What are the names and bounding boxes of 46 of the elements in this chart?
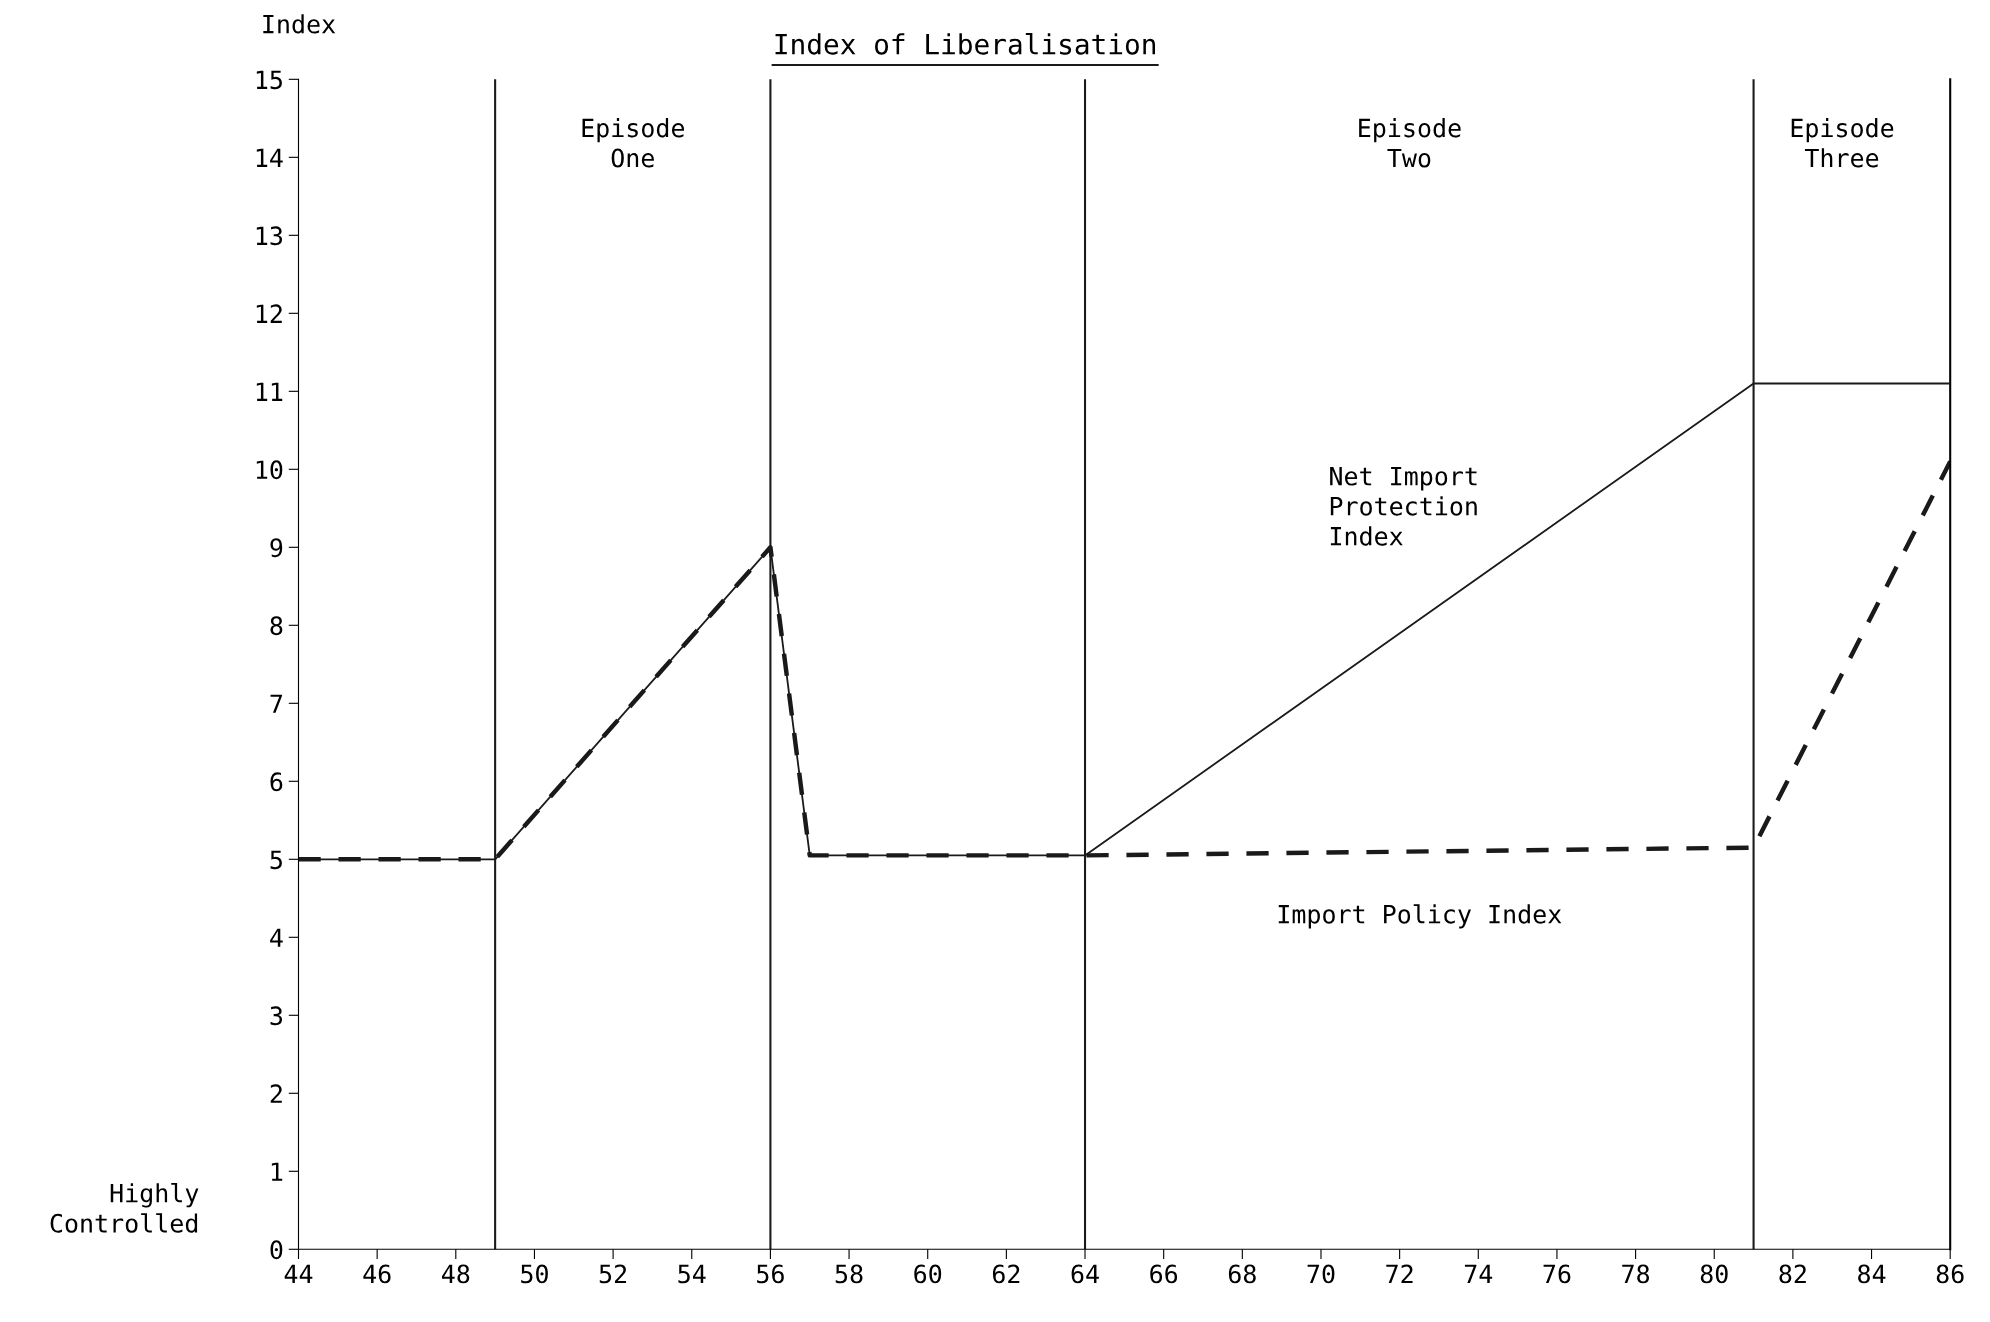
y-tick-label: 2 (270, 1084, 282, 1103)
y-tick-label: 3 (270, 1006, 283, 1026)
x-tick-label: 64 (1071, 1264, 1099, 1284)
series-label: Net Import Protection Index (1330, 466, 1477, 546)
annotation: Episode Three (1791, 118, 1894, 168)
text: Import Policy Index (1278, 904, 1562, 929)
x-tick-label: 50 (521, 1264, 548, 1284)
x-tick-label: 58 (835, 1264, 863, 1284)
x-tick-label: 74 (1464, 1264, 1493, 1283)
y-tick-label: 4 (270, 928, 283, 947)
x-tick-label: 44 (284, 1264, 313, 1283)
y-tick-label: 11 (256, 382, 283, 401)
text: Highly Controlled (50, 1183, 199, 1233)
x-tick-label: 54 (678, 1264, 706, 1284)
x-tick-label: 84 (1858, 1264, 1886, 1284)
y-tick-label: 10 (256, 460, 283, 480)
x-tick-label: 60 (914, 1264, 942, 1284)
y-axis-title: Index (263, 14, 336, 34)
x-tick-label: 86 (1936, 1264, 1964, 1284)
y-tick-label: 5 (270, 850, 282, 870)
x-tick-label: 68 (1228, 1264, 1256, 1284)
x-tick-label: 66 (1150, 1264, 1178, 1284)
x-tick-label: 78 (1622, 1264, 1650, 1284)
x-tick-label: 76 (1543, 1264, 1571, 1284)
x-tick-label: 62 (992, 1264, 1020, 1284)
y-tick-label: 6 (270, 772, 283, 792)
y-tick-label: 1 (271, 1162, 283, 1181)
y-tick-label: 8 (270, 616, 283, 636)
annotation: Episode Two (1359, 118, 1461, 168)
x-tick-label: 48 (442, 1264, 470, 1284)
y-tick-label: 15 (256, 70, 282, 90)
y-tick-label: 7 (270, 694, 283, 713)
y-tick-label: 14 (256, 148, 283, 167)
annotation: Episode One (582, 118, 685, 168)
x-tick-label: 46 (363, 1264, 391, 1284)
y-tick-label: 9 (270, 538, 283, 558)
y-tick-label: 13 (256, 226, 283, 246)
x-tick-label: 52 (599, 1264, 627, 1284)
x-tick-label: 72 (1386, 1264, 1413, 1283)
x-tick-label: 56 (757, 1264, 784, 1284)
chart-title: Index of Liberalisation (775, 33, 1156, 55)
x-tick-label: 80 (1700, 1264, 1728, 1284)
x-tick-label: 70 (1307, 1264, 1335, 1284)
y-tick-label: 12 (256, 304, 282, 323)
x-tick-label: 82 (1779, 1264, 1806, 1284)
y-tick-label: 0 (270, 1240, 283, 1260)
